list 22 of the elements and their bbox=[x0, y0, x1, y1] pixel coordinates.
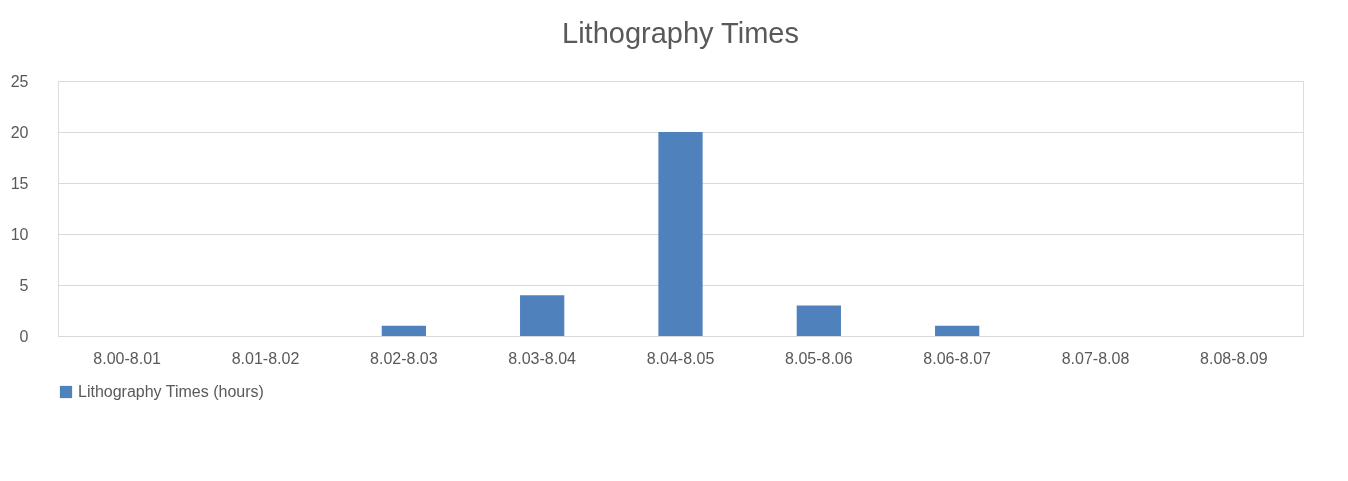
y-tick-label: 5 bbox=[19, 276, 29, 294]
x-tick-label: 8.05-8.06 bbox=[785, 349, 853, 367]
x-tick-label: 8.06-8.07 bbox=[923, 349, 992, 367]
chart-title: Lithography Times bbox=[562, 17, 799, 49]
bar bbox=[796, 305, 841, 336]
bar bbox=[935, 325, 980, 336]
x-tick-label: 8.01-8.02 bbox=[231, 349, 300, 367]
x-tick-label: 8.07-8.08 bbox=[1061, 349, 1130, 367]
bar bbox=[520, 295, 565, 336]
legend-label: Lithography Times (hours) bbox=[78, 383, 264, 400]
bar bbox=[381, 325, 426, 336]
y-tick-label: 10 bbox=[10, 225, 29, 243]
x-tick-label: 8.02-8.03 bbox=[370, 349, 438, 367]
y-tick-label: 0 bbox=[19, 327, 29, 345]
y-tick-label: 25 bbox=[10, 72, 29, 90]
x-tick-label: 8.04-8.05 bbox=[646, 349, 715, 367]
x-tick-label: 8.00-8.01 bbox=[93, 349, 162, 367]
x-tick-label: 8.08-8.09 bbox=[1200, 349, 1268, 367]
y-tick-label: 20 bbox=[10, 123, 29, 141]
bar bbox=[658, 132, 703, 336]
x-tick-label: 8.03-8.04 bbox=[508, 349, 577, 367]
y-tick-label: 15 bbox=[10, 174, 29, 192]
